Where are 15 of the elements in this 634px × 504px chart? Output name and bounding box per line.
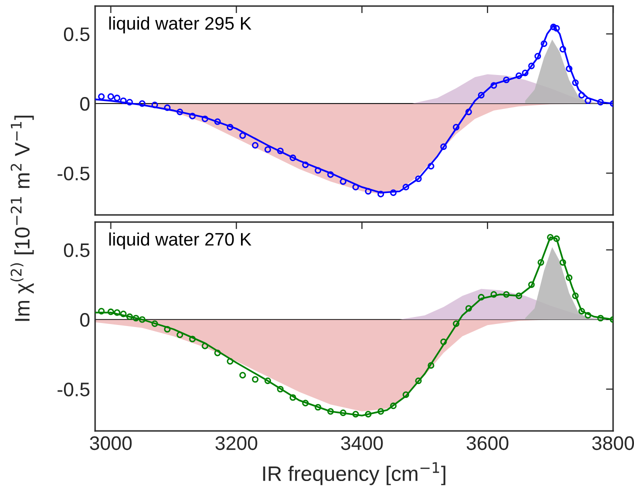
y-tick-label: 0.5: [64, 243, 90, 258]
x-axis-title: IR frequency [cm$^{−1}$]: [263, 462, 446, 486]
y-tick-label: -0.5: [58, 382, 90, 396]
x-tick-label: 3600: [466, 436, 508, 450]
y-tick-label: 0: [80, 97, 90, 111]
y-tick-label: -0.5: [58, 166, 90, 180]
text: Im χ$^{(2)}$ [10$^{−21}$ m$^{2}$ V$^{−1}$]: [10, 116, 34, 321]
y-tick-label: 0.5: [64, 27, 90, 42]
annotation: liquid water 270 K: [109, 232, 252, 250]
x-tick-label: 3800: [592, 436, 634, 450]
x-tick-label: 3200: [215, 436, 258, 450]
annotation: liquid water 295 K: [109, 16, 252, 34]
x-tick-label: 3000: [90, 436, 132, 450]
y-tick-label: 0: [80, 312, 90, 327]
x-tick-label: 3400: [341, 436, 383, 450]
